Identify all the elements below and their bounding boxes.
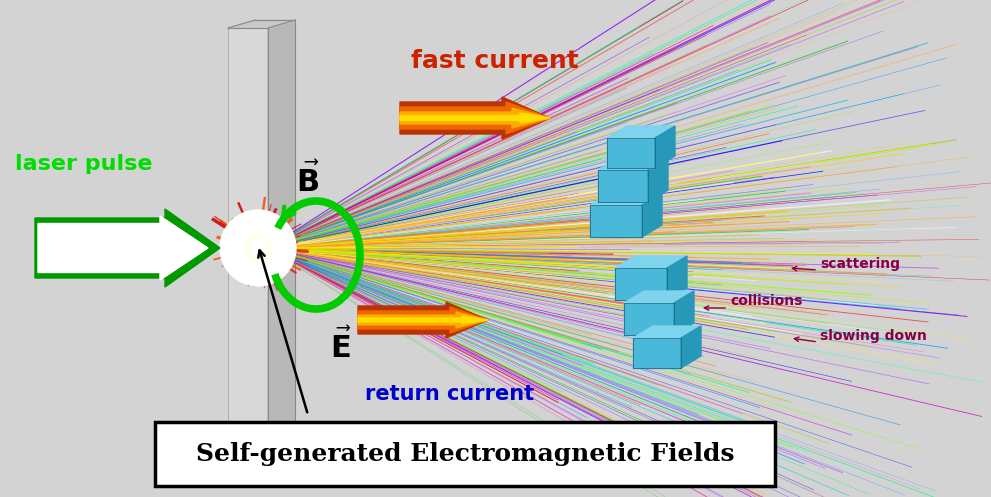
Polygon shape (674, 291, 694, 335)
Text: laser pulse: laser pulse (15, 154, 153, 174)
Polygon shape (681, 326, 701, 368)
FancyArrow shape (400, 113, 550, 123)
Text: return current: return current (366, 384, 534, 404)
Text: $\vec{\mathbf{B}}$: $\vec{\mathbf{B}}$ (296, 162, 319, 198)
Polygon shape (655, 126, 675, 168)
Polygon shape (615, 268, 667, 300)
FancyArrow shape (400, 108, 550, 128)
FancyArrow shape (35, 209, 220, 287)
Polygon shape (607, 126, 675, 138)
FancyArrow shape (358, 302, 488, 338)
Text: slowing down: slowing down (820, 329, 927, 343)
Polygon shape (590, 193, 662, 205)
Polygon shape (624, 291, 694, 303)
Polygon shape (667, 256, 687, 300)
Polygon shape (642, 193, 662, 237)
Polygon shape (648, 158, 668, 202)
Polygon shape (228, 20, 295, 28)
Text: Self-generated Electromagnetic Fields: Self-generated Electromagnetic Fields (196, 442, 734, 466)
Polygon shape (598, 170, 648, 202)
FancyArrow shape (38, 216, 208, 280)
Circle shape (244, 234, 272, 262)
FancyArrow shape (400, 97, 550, 139)
Polygon shape (633, 326, 701, 338)
Text: $\vec{\mathbf{E}}$: $\vec{\mathbf{E}}$ (330, 328, 352, 364)
FancyArrow shape (358, 312, 488, 328)
Polygon shape (268, 20, 295, 455)
FancyArrow shape (358, 307, 488, 333)
Circle shape (251, 241, 265, 255)
Polygon shape (598, 158, 668, 170)
Polygon shape (624, 303, 674, 335)
Polygon shape (633, 338, 681, 368)
Polygon shape (607, 138, 655, 168)
Circle shape (230, 220, 286, 276)
Circle shape (220, 210, 296, 286)
Polygon shape (590, 205, 642, 237)
Text: collisions: collisions (730, 294, 803, 308)
Polygon shape (615, 256, 687, 268)
FancyArrow shape (358, 316, 488, 324)
Bar (155, 422, 775, 486)
Polygon shape (228, 28, 268, 455)
Text: scattering: scattering (820, 257, 900, 271)
Text: fast current: fast current (411, 49, 579, 73)
FancyArrow shape (400, 102, 550, 134)
Circle shape (240, 230, 276, 266)
